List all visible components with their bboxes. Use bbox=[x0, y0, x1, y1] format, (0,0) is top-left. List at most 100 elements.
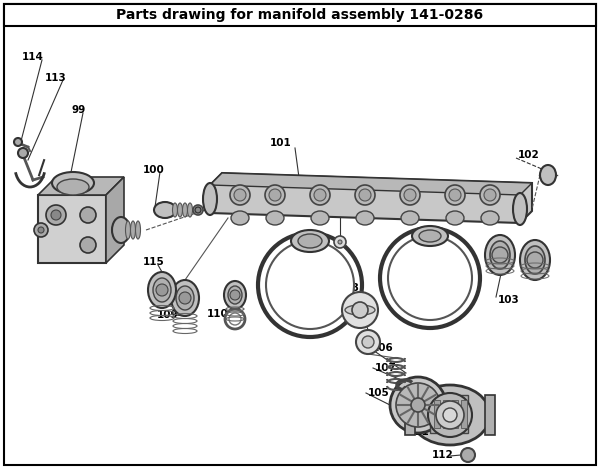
Circle shape bbox=[334, 236, 346, 248]
Ellipse shape bbox=[171, 280, 199, 316]
Ellipse shape bbox=[484, 189, 496, 201]
Ellipse shape bbox=[193, 205, 203, 215]
Text: 112: 112 bbox=[432, 450, 454, 460]
Circle shape bbox=[428, 393, 472, 437]
Ellipse shape bbox=[355, 185, 375, 205]
Ellipse shape bbox=[57, 179, 89, 195]
Text: 109: 109 bbox=[157, 310, 179, 320]
Circle shape bbox=[390, 377, 446, 433]
Circle shape bbox=[461, 448, 475, 462]
Circle shape bbox=[356, 330, 380, 354]
Circle shape bbox=[411, 398, 425, 412]
Ellipse shape bbox=[154, 202, 176, 218]
Ellipse shape bbox=[401, 211, 419, 225]
Circle shape bbox=[38, 227, 44, 233]
Ellipse shape bbox=[410, 385, 490, 445]
Circle shape bbox=[338, 240, 342, 244]
Ellipse shape bbox=[404, 189, 416, 201]
Text: 103: 103 bbox=[498, 295, 520, 305]
Ellipse shape bbox=[412, 226, 448, 246]
Circle shape bbox=[436, 401, 464, 429]
Ellipse shape bbox=[178, 203, 182, 217]
Ellipse shape bbox=[314, 189, 326, 201]
Ellipse shape bbox=[356, 211, 374, 225]
Ellipse shape bbox=[540, 165, 556, 185]
Ellipse shape bbox=[182, 203, 187, 217]
Ellipse shape bbox=[131, 221, 136, 239]
Ellipse shape bbox=[148, 272, 176, 308]
Circle shape bbox=[34, 223, 48, 237]
Ellipse shape bbox=[446, 211, 464, 225]
Text: 101: 101 bbox=[270, 138, 292, 148]
Ellipse shape bbox=[52, 172, 94, 194]
Text: 100: 100 bbox=[143, 165, 165, 175]
Circle shape bbox=[18, 148, 28, 158]
Bar bbox=[434, 400, 440, 428]
Polygon shape bbox=[38, 177, 124, 195]
Ellipse shape bbox=[291, 230, 329, 252]
Ellipse shape bbox=[419, 230, 441, 242]
Ellipse shape bbox=[359, 189, 371, 201]
Ellipse shape bbox=[125, 221, 131, 239]
Circle shape bbox=[443, 408, 457, 422]
Ellipse shape bbox=[224, 281, 246, 309]
Circle shape bbox=[80, 237, 96, 253]
Text: 105: 105 bbox=[368, 388, 390, 398]
Text: 108: 108 bbox=[338, 283, 360, 293]
Bar bbox=[443, 400, 449, 428]
Ellipse shape bbox=[231, 211, 249, 225]
Ellipse shape bbox=[269, 189, 281, 201]
Circle shape bbox=[46, 205, 66, 225]
Text: 114: 114 bbox=[22, 52, 44, 62]
Ellipse shape bbox=[176, 286, 194, 310]
Circle shape bbox=[492, 247, 508, 263]
Text: Parts drawing for manifold assembly 141-0286: Parts drawing for manifold assembly 141-… bbox=[116, 8, 484, 22]
Text: 107: 107 bbox=[375, 363, 397, 373]
Ellipse shape bbox=[481, 211, 499, 225]
Ellipse shape bbox=[112, 217, 130, 243]
Ellipse shape bbox=[345, 305, 375, 315]
Circle shape bbox=[527, 252, 543, 268]
Circle shape bbox=[14, 138, 22, 146]
Circle shape bbox=[156, 284, 168, 296]
Ellipse shape bbox=[265, 185, 285, 205]
Circle shape bbox=[195, 207, 201, 213]
Ellipse shape bbox=[520, 240, 550, 280]
Ellipse shape bbox=[400, 185, 420, 205]
Circle shape bbox=[230, 290, 240, 300]
Ellipse shape bbox=[445, 185, 465, 205]
Ellipse shape bbox=[234, 189, 246, 201]
Ellipse shape bbox=[266, 211, 284, 225]
Ellipse shape bbox=[490, 241, 510, 269]
Bar bbox=[405, 395, 415, 435]
Circle shape bbox=[266, 241, 354, 329]
Circle shape bbox=[362, 336, 374, 348]
Circle shape bbox=[80, 207, 96, 223]
Polygon shape bbox=[210, 173, 532, 195]
Text: 99: 99 bbox=[72, 105, 86, 115]
Ellipse shape bbox=[173, 203, 178, 217]
Bar bbox=[485, 395, 495, 435]
Ellipse shape bbox=[449, 189, 461, 201]
Ellipse shape bbox=[187, 203, 193, 217]
Circle shape bbox=[258, 233, 362, 337]
Text: 110: 110 bbox=[207, 309, 229, 319]
Ellipse shape bbox=[230, 185, 250, 205]
Circle shape bbox=[229, 313, 241, 325]
Ellipse shape bbox=[480, 185, 500, 205]
Text: 102: 102 bbox=[518, 150, 540, 160]
Text: 104: 104 bbox=[410, 295, 432, 305]
Text: 113: 113 bbox=[45, 73, 67, 83]
Polygon shape bbox=[106, 177, 124, 263]
Ellipse shape bbox=[513, 193, 527, 225]
Ellipse shape bbox=[311, 211, 329, 225]
Circle shape bbox=[225, 309, 245, 329]
Text: 115: 115 bbox=[143, 257, 165, 267]
Ellipse shape bbox=[298, 234, 322, 248]
Ellipse shape bbox=[310, 185, 330, 205]
Ellipse shape bbox=[485, 235, 515, 275]
Bar bbox=[4, 4, 596, 26]
Text: 111: 111 bbox=[408, 427, 430, 437]
Text: 106: 106 bbox=[372, 343, 394, 353]
Ellipse shape bbox=[525, 246, 545, 274]
